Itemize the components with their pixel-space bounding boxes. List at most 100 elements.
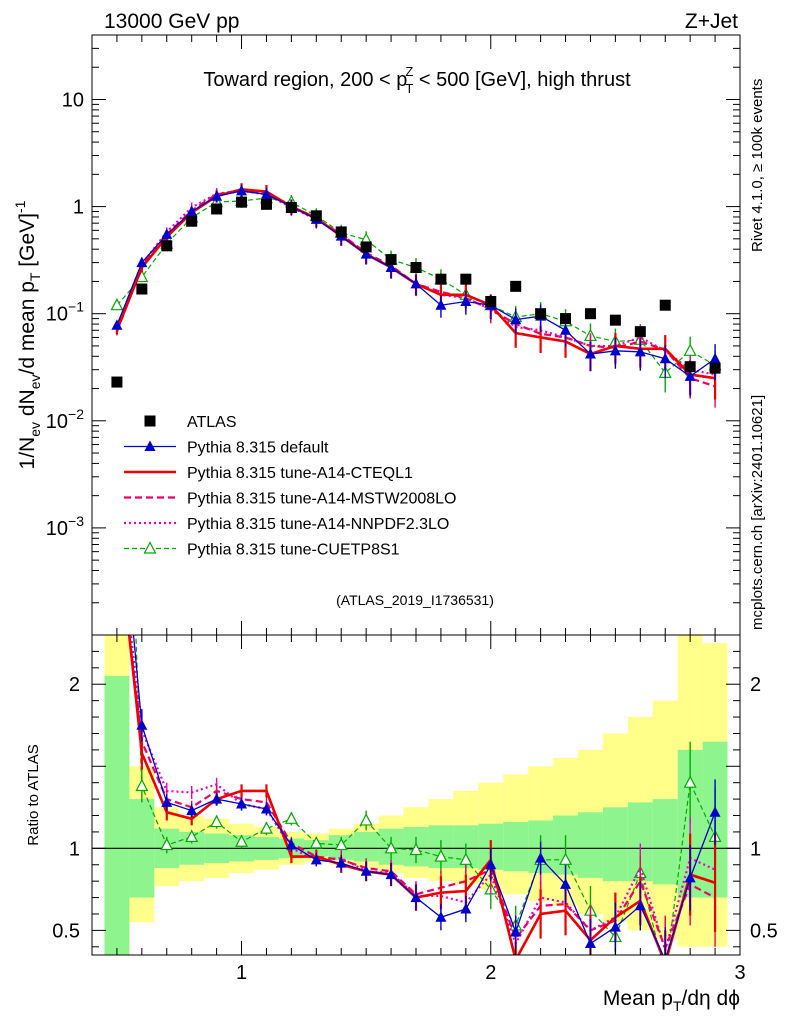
ratio-series-default [111, 448, 721, 955]
ratio-point-default [236, 798, 248, 809]
point-cuetp8s1 [683, 343, 697, 356]
x-tick-label: 3 [734, 962, 745, 984]
ratio-y-axis-label: Ratio to ATLAS [25, 744, 42, 845]
point-default [260, 188, 272, 199]
point-atlas [510, 280, 522, 292]
band-inner [652, 799, 678, 885]
legend-label-nnpdf: Pythia 8.315 tune-A14-NNPDF2.3LO [187, 516, 449, 533]
band-inner [353, 831, 379, 862]
point-default [435, 299, 447, 310]
y-tick-label-exp: −2 [68, 406, 84, 422]
point-atlas [285, 202, 297, 214]
ratio-point-default [460, 903, 472, 914]
point-default [236, 184, 248, 196]
point-atlas [584, 308, 596, 320]
ratio-point-default [186, 804, 198, 816]
ratio-y-tick-label: 2 [69, 674, 80, 696]
legend-label-atlas: ATLAS [187, 414, 237, 431]
point-default [560, 324, 572, 335]
ylabel-part: [GeV] [16, 213, 39, 273]
point-atlas [460, 273, 472, 285]
ylabel-sub: ev [27, 374, 43, 389]
main-y-axis-label-group: 1/Nev dNev/d mean pT [GeV]-1 [12, 200, 43, 469]
y-tick-label-base: 1 [73, 197, 84, 219]
ylabel-part: 1/N [16, 437, 39, 470]
ratio-point-default [260, 802, 272, 814]
plot-title-super: Z [405, 64, 413, 79]
plot-title-text-b: < 500 [GeV], high thrust [413, 69, 631, 91]
point-default [709, 352, 721, 364]
legend-marker-atlas [144, 415, 156, 427]
point-default [584, 348, 596, 359]
x-tick-label: 1 [236, 962, 247, 984]
ratio-point-cuetp8s1 [111, 153, 122, 164]
ratio-y-tick-label-right: 2 [750, 674, 761, 696]
point-cuetp8s1 [110, 297, 124, 311]
y-tick-label-base: 10 [46, 411, 68, 433]
point-atlas [335, 226, 347, 238]
point-atlas [236, 196, 248, 208]
ratio-point-default [111, 448, 122, 459]
y-tick-label: 10 [62, 89, 84, 111]
y-tick-label-base: 10 [46, 518, 68, 540]
point-default [410, 277, 422, 289]
ratio-y-tick-label: 1 [69, 838, 80, 860]
ratio-point-default [310, 853, 322, 865]
ratio-y-tick-label: 0.5 [52, 920, 80, 942]
ratio-point-cuetp8s1 [409, 842, 423, 856]
header-process-label: Z+Jet [685, 10, 738, 33]
ratio-point-cuetp8s1 [384, 841, 398, 854]
ratio-point-cuetp8s1 [309, 836, 323, 849]
ratio-point-default [709, 806, 721, 817]
ratio-point-default [560, 878, 572, 889]
point-default [609, 344, 621, 356]
point-atlas [161, 240, 173, 252]
point-atlas [360, 241, 372, 253]
legend-marker-default [144, 440, 156, 451]
ratio-point-default [360, 865, 372, 876]
plot-title: Toward region, 200 < pZ T < 500 [GeV], hi… [203, 64, 631, 96]
point-atlas [709, 362, 721, 374]
mcplots-label: mcplots.cern.ch [arXiv:2401.10621] [749, 395, 766, 630]
ratio-plot-axes: 1 2 30.5 0.51 12 2 [52, 635, 778, 984]
x-tick-label: 2 [485, 962, 496, 984]
ratio-y-tick-label-right: 0.5 [750, 920, 778, 942]
main-plot-data [110, 183, 722, 408]
point-default [460, 295, 472, 306]
ratio-point-cuetp8s1 [459, 852, 473, 865]
ratio-point-cuetp8s1 [235, 834, 249, 847]
point-atlas [659, 299, 671, 311]
ratio-point-cuetp8s1 [210, 814, 224, 828]
point-default [510, 313, 522, 325]
ylabel-sub: ev [27, 422, 43, 437]
point-atlas [684, 361, 696, 373]
ratio-point-cuetp8s1 [359, 813, 373, 826]
legend-label-mstw: Pythia 8.315 tune-A14-MSTW2008LO [187, 491, 456, 508]
legend-label-cuetp8s1: Pythia 8.315 tune-CUETP8S1 [187, 542, 400, 559]
ratio-point-default [584, 937, 596, 949]
y-tick-label-exp: −1 [68, 299, 84, 315]
ratio-point-cuetp8s1 [683, 775, 697, 788]
ratio-point-default [161, 796, 173, 807]
point-atlas [485, 295, 497, 307]
ratio-bands [92, 635, 740, 955]
main-y-axis-label: 1/Nev dNev/d mean pT [GeV]-1 [12, 200, 43, 469]
ylabel-part: /d mean p [16, 281, 39, 374]
ratio-point-default [684, 871, 696, 883]
legend-marker-cuetp8s1 [143, 541, 157, 554]
ylabel-sub: T [27, 272, 43, 281]
series-default [111, 184, 721, 397]
point-atlas [310, 210, 322, 222]
ylabel-part: dN [16, 389, 39, 422]
y-tick-label: 10−2 [46, 406, 84, 433]
band-inner [104, 676, 130, 955]
point-default [684, 370, 696, 381]
point-default [186, 205, 198, 216]
series-atlas [111, 196, 721, 388]
ratio-point-default [609, 921, 621, 932]
point-atlas [111, 376, 123, 388]
point-default [385, 261, 397, 272]
point-atlas [609, 314, 621, 326]
